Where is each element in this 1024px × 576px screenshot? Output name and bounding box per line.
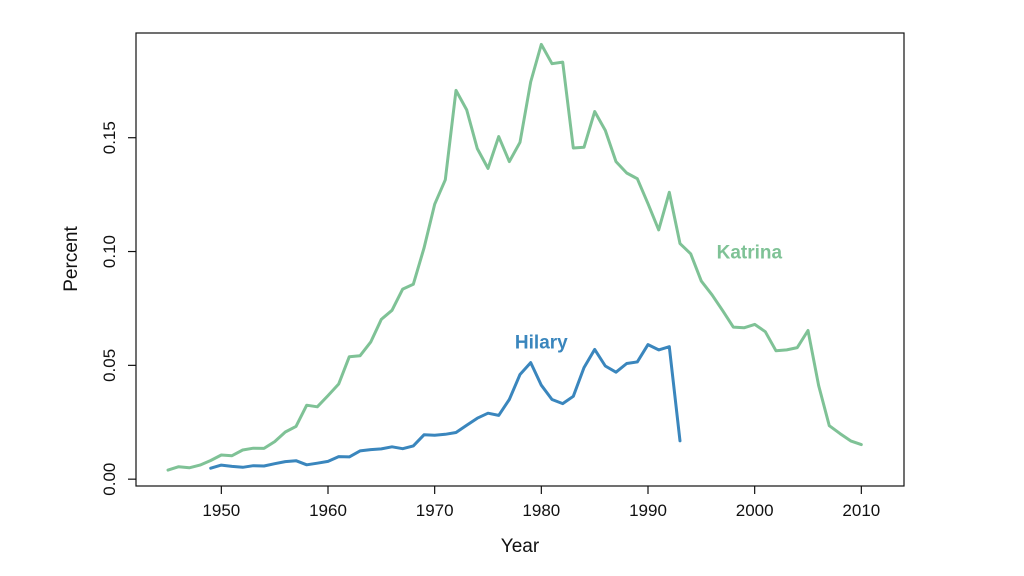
y-tick-label: 0.10 [100, 235, 119, 268]
y-tick-label: 0.05 [100, 349, 119, 382]
y-axis-title: Percent [61, 226, 82, 292]
series-label-hilary: Hilary [515, 332, 568, 353]
y-tick-label: 0.15 [100, 121, 119, 154]
series-line-hilary [209, 343, 682, 470]
x-tick-label: 1960 [309, 501, 347, 520]
x-axis-title: Year [501, 536, 540, 557]
y-axis: 0.00 0.05 0.10 0.15 [100, 121, 136, 496]
series-lines [166, 42, 863, 472]
x-tick-label: 1970 [416, 501, 454, 520]
plot-frame [135, 32, 905, 487]
x-tick-label: 1950 [202, 501, 240, 520]
x-tick-label: 1980 [522, 501, 560, 520]
x-tick-label: 2010 [842, 501, 880, 520]
series-label-katrina: Katrina [717, 243, 783, 264]
series-line-katrina [166, 42, 863, 472]
y-tick-label: 0.00 [100, 463, 119, 496]
x-axis: 1950 1960 1970 1980 1990 2000 2010 [202, 486, 880, 520]
x-tick-label: 2000 [736, 501, 774, 520]
series-labels: Katrina Hilary [515, 243, 783, 354]
x-tick-label: 1990 [629, 501, 667, 520]
